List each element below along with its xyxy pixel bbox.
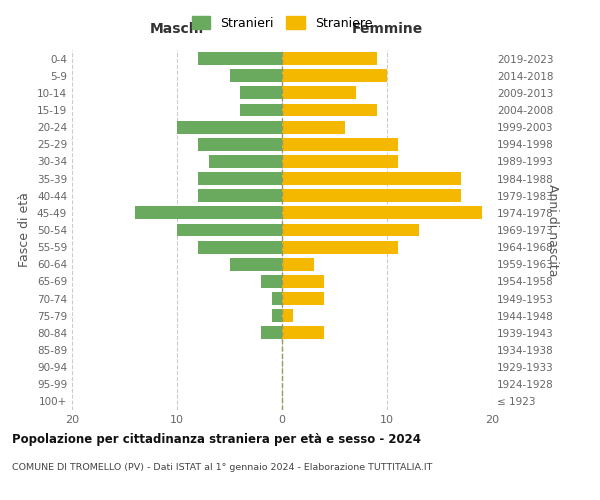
Bar [240, 104, 282, 117]
Bar [282, 70, 387, 82]
Bar [229, 70, 282, 82]
Text: Popolazione per cittadinanza straniera per età e sesso - 2024: Popolazione per cittadinanza straniera p… [12, 432, 421, 446]
Legend: Stranieri, Straniere: Stranieri, Straniere [187, 11, 377, 35]
Bar [282, 172, 461, 185]
Y-axis label: Fasce di età: Fasce di età [19, 192, 31, 268]
Bar [271, 292, 282, 305]
Bar [282, 120, 345, 134]
Text: Femmine: Femmine [352, 22, 422, 36]
Bar [271, 310, 282, 322]
Bar [135, 206, 282, 220]
Bar [177, 120, 282, 134]
Bar [198, 52, 282, 65]
Bar [209, 155, 282, 168]
Bar [177, 224, 282, 236]
Bar [282, 190, 461, 202]
Bar [229, 258, 282, 270]
Bar [198, 240, 282, 254]
Bar [282, 206, 482, 220]
Text: COMUNE DI TROMELLO (PV) - Dati ISTAT al 1° gennaio 2024 - Elaborazione TUTTITALI: COMUNE DI TROMELLO (PV) - Dati ISTAT al … [12, 462, 433, 471]
Bar [282, 138, 398, 150]
Bar [261, 275, 282, 288]
Bar [198, 190, 282, 202]
Bar [261, 326, 282, 340]
Bar [282, 275, 324, 288]
Bar [282, 310, 293, 322]
Bar [198, 138, 282, 150]
Bar [282, 86, 355, 100]
Bar [282, 258, 314, 270]
Bar [240, 86, 282, 100]
Bar [282, 292, 324, 305]
Y-axis label: Anni di nascita: Anni di nascita [546, 184, 559, 276]
Text: Maschi: Maschi [150, 22, 204, 36]
Bar [282, 224, 419, 236]
Bar [282, 52, 377, 65]
Bar [282, 240, 398, 254]
Bar [282, 104, 377, 117]
Bar [198, 172, 282, 185]
Bar [282, 326, 324, 340]
Bar [282, 155, 398, 168]
